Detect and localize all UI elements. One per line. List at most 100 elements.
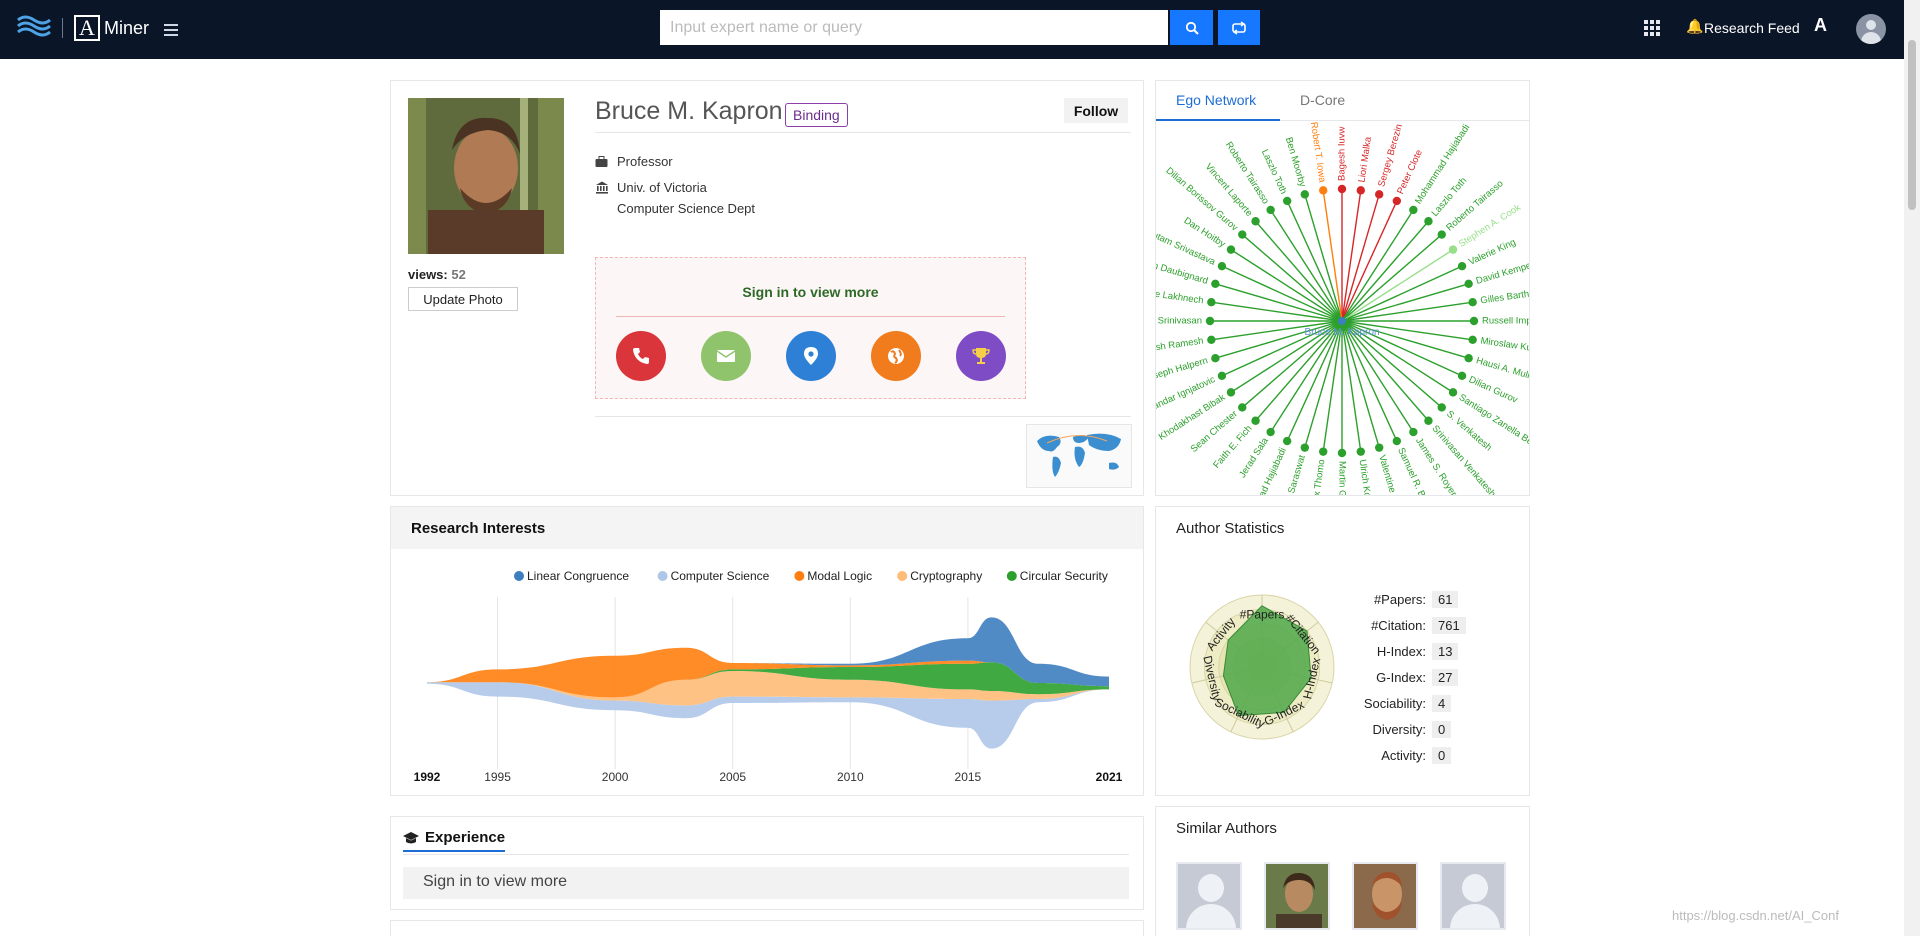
world-map-thumbnail[interactable] (1026, 424, 1132, 488)
ego-node[interactable] (1424, 217, 1433, 226)
ego-node-label[interactable]: Martin Gonzalez (1336, 461, 1347, 495)
legend-item[interactable]: Linear Congruence (514, 569, 629, 583)
ego-node[interactable] (1409, 205, 1418, 215)
ego-node[interactable] (1356, 186, 1365, 195)
aminer-logo[interactable]: A Miner (74, 12, 149, 44)
homepage-button[interactable] (871, 331, 921, 381)
ego-node[interactable] (1319, 186, 1328, 195)
legend-item[interactable]: Modal Logic (794, 569, 872, 583)
research-interests-streamgraph[interactable]: Linear Congruence Computer Science Modal L… (391, 549, 1143, 795)
location-button[interactable] (786, 331, 836, 381)
tab-d-core[interactable]: D-Core (1300, 92, 1346, 108)
ego-center-node[interactable] (1338, 317, 1346, 325)
ego-node-label[interactable]: Rajesh Srinivasan (1156, 316, 1202, 327)
bell-icon[interactable]: 🔔 (1686, 18, 1704, 34)
ego-node[interactable] (1217, 261, 1227, 271)
language-icon[interactable]: A (1814, 15, 1827, 35)
ego-node[interactable] (1409, 427, 1418, 437)
ego-node[interactable] (1226, 245, 1236, 254)
ego-node-label[interactable]: David Kempe (1475, 260, 1529, 287)
ego-network-graph[interactable]: Bagesh Iuvw Liori Malka Sergey BerezinPete… (1156, 121, 1529, 495)
stream-series-circular-security[interactable] (427, 662, 1109, 698)
ego-node[interactable] (1457, 261, 1467, 271)
ego-node[interactable] (1217, 371, 1227, 381)
ego-node[interactable] (1448, 388, 1458, 397)
ego-node[interactable] (1464, 279, 1473, 289)
follow-button[interactable]: Follow (1064, 98, 1128, 123)
ego-node-label[interactable]: Yassine Lakhnech (1156, 285, 1204, 307)
ego-node[interactable] (1448, 245, 1458, 254)
ego-node[interactable] (1337, 184, 1347, 194)
ego-node[interactable] (1266, 427, 1275, 437)
similar-author-avatar[interactable] (1264, 862, 1330, 930)
legend-item[interactable]: Circular Security (1006, 569, 1108, 583)
ego-node[interactable] (1282, 436, 1292, 446)
ego-node-label[interactable]: Robert T. Iowa (1308, 121, 1328, 184)
binding-badge[interactable]: Binding (785, 103, 848, 127)
ego-node[interactable] (1469, 316, 1479, 326)
apps-grid-icon[interactable] (1644, 20, 1660, 36)
ego-node[interactable] (1457, 371, 1467, 381)
ego-node[interactable] (1300, 443, 1310, 452)
ego-node[interactable] (1211, 353, 1220, 363)
ego-node[interactable] (1437, 403, 1446, 412)
ego-node-label[interactable]: Gilles Barthe (1480, 288, 1529, 307)
phone-button[interactable] (616, 331, 666, 381)
scrollbar-thumb[interactable] (1908, 40, 1916, 210)
ego-node-label[interactable]: Srinivasan Venkatesh (1430, 423, 1498, 495)
ego-node[interactable] (1392, 196, 1402, 206)
ego-node[interactable] (1251, 416, 1260, 425)
page-scrollbar[interactable] (1904, 0, 1920, 936)
ego-node-label[interactable]: Bagesh Iuvw (1337, 126, 1348, 181)
ego-node[interactable] (1424, 416, 1433, 425)
ego-node[interactable] (1437, 230, 1446, 239)
menu-icon[interactable] (164, 24, 178, 36)
ego-node-label[interactable]: Mohammad Hajiabadi (1413, 123, 1472, 207)
ego-node-label[interactable]: Alex Thomo (1309, 459, 1327, 495)
ego-node[interactable] (1207, 298, 1216, 307)
award-button[interactable] (956, 331, 1006, 381)
ego-node-label[interactable]: Liori Malka (1356, 135, 1374, 183)
stream-series-linear-congruence[interactable] (427, 617, 1109, 687)
ego-node-label[interactable]: Ben Moorby (1283, 136, 1308, 188)
similar-author-avatar[interactable] (1176, 862, 1242, 930)
ego-node[interactable] (1468, 298, 1477, 307)
ego-node[interactable] (1205, 316, 1215, 326)
switch-search-button[interactable] (1218, 10, 1260, 45)
aminer-wave-logo[interactable] (16, 14, 52, 40)
similar-author-avatar[interactable] (1440, 862, 1506, 930)
ego-node[interactable] (1266, 205, 1275, 215)
ego-node[interactable] (1238, 230, 1247, 239)
ego-node-label[interactable]: Miroslaw Kutylowski (1480, 335, 1529, 358)
ego-node[interactable] (1300, 190, 1310, 199)
ego-node-label[interactable]: Venkatesh Ramesh (1156, 335, 1204, 358)
ego-node[interactable] (1337, 448, 1347, 458)
ego-node[interactable] (1251, 217, 1260, 226)
ego-node[interactable] (1211, 279, 1220, 289)
signin-prompt[interactable]: Sign in to view more (742, 284, 879, 300)
user-avatar-icon[interactable] (1856, 14, 1886, 44)
legend-item[interactable]: Computer Science (657, 569, 770, 583)
ego-node[interactable] (1464, 353, 1473, 363)
ego-node[interactable] (1468, 335, 1477, 344)
ego-node[interactable] (1226, 388, 1236, 397)
similar-author-avatar[interactable] (1352, 862, 1418, 930)
ego-node[interactable] (1282, 196, 1292, 206)
tab-ego-network[interactable]: Ego Network (1176, 92, 1257, 108)
experience-signin-prompt[interactable]: Sign in to view more (403, 867, 1129, 899)
ego-node[interactable] (1207, 335, 1216, 344)
ego-node-label[interactable]: Russell Impagliazzo (1482, 316, 1529, 327)
stream-series-cryptography[interactable] (427, 671, 1109, 706)
ego-node[interactable] (1238, 403, 1247, 412)
ego-node[interactable] (1374, 443, 1384, 452)
email-button[interactable] (701, 331, 751, 381)
search-input[interactable] (660, 10, 1168, 45)
ego-node[interactable] (1392, 436, 1402, 446)
update-photo-button[interactable]: Update Photo (408, 287, 518, 311)
ego-node[interactable] (1374, 190, 1384, 199)
ego-node-label[interactable]: Ulrich Kohlenbach (1356, 459, 1378, 495)
ego-node[interactable] (1319, 447, 1328, 456)
legend-item[interactable]: Cryptography (897, 569, 982, 583)
stream-series-modal-logic[interactable] (427, 647, 1109, 698)
research-feed-link[interactable]: Research Feed (1704, 20, 1800, 36)
